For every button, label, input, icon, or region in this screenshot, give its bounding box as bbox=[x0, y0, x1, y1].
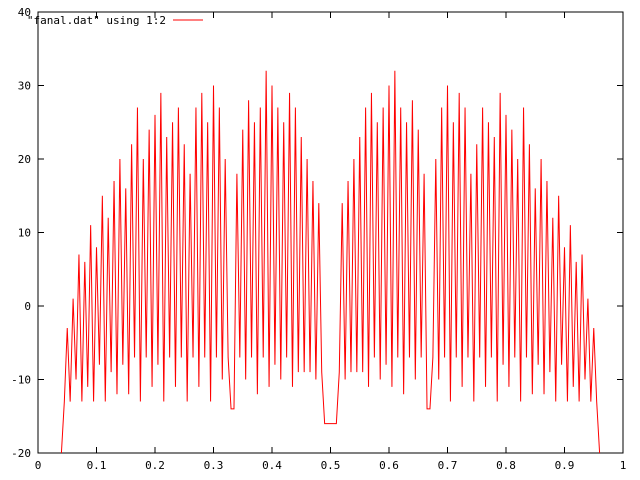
y-tick-label: 40 bbox=[18, 6, 31, 19]
x-tick-label: 0.3 bbox=[204, 459, 224, 472]
y-axis: -20 -10 0 10 20 30 40 bbox=[11, 6, 623, 460]
x-tick-label: 0.9 bbox=[555, 459, 575, 472]
y-tick-label: -10 bbox=[11, 374, 31, 387]
x-tick-label: 1 bbox=[620, 459, 627, 472]
x-tick-label: 0.7 bbox=[438, 459, 458, 472]
series-line-fanal bbox=[60, 70, 601, 454]
x-tick-label: 0.6 bbox=[379, 459, 399, 472]
x-tick-label: 0 bbox=[35, 459, 42, 472]
x-axis: 0 0.1 0.2 0.3 0.4 0.5 0.6 0.7 0.8 0.9 1 bbox=[35, 12, 627, 472]
legend: "fanal.dat" using 1:2 bbox=[27, 14, 203, 27]
y-tick-label: -20 bbox=[11, 447, 31, 460]
x-tick-label: 0.4 bbox=[262, 459, 282, 472]
x-tick-label: 0.1 bbox=[87, 459, 107, 472]
y-tick-label: 10 bbox=[18, 227, 31, 240]
x-tick-label: 0.2 bbox=[145, 459, 165, 472]
y-tick-label: 0 bbox=[24, 300, 31, 313]
y-tick-label: 20 bbox=[18, 153, 31, 166]
legend-label: "fanal.dat" using 1:2 bbox=[27, 14, 166, 27]
x-tick-label: 0.5 bbox=[321, 459, 341, 472]
y-tick-label: 30 bbox=[18, 80, 31, 93]
x-tick-label: 0.8 bbox=[496, 459, 516, 472]
